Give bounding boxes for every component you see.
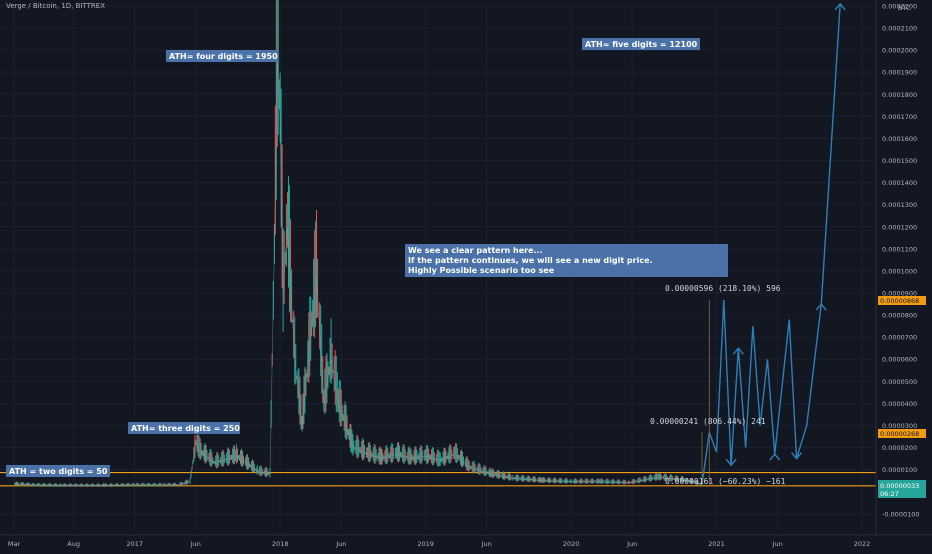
time-axis-tick: 2019 [417, 540, 434, 548]
price-tag-upper: 0.00000868 [878, 296, 926, 305]
svg-text:0.00000268: 0.00000268 [880, 430, 919, 438]
time-axis-tick: Jun [772, 540, 783, 548]
svg-text:ATH = two digits = 50: ATH = two digits = 50 [9, 467, 108, 476]
projection-arrowhead [834, 2, 846, 11]
measurement-guides [701, 300, 710, 485]
chart-title: Verge / Bitcoin, 1D, BITTREX [6, 2, 105, 10]
price-axis: 0.0002200 0.0002100 0.0002000 0.0001900 0.00… [875, 0, 932, 550]
projection-arrowhead [725, 458, 737, 467]
price-axis-tick: 0.0000800 [882, 312, 917, 320]
time-axis-tick: 2022 [854, 540, 871, 548]
projection-arrowhead [769, 453, 781, 461]
time-axis-tick: 2017 [126, 540, 143, 548]
svg-text:06:27: 06:27 [880, 490, 899, 498]
price-axis-tick: 0.0002200 [882, 3, 917, 11]
price-axis-tick: 0.0002000 [882, 47, 917, 55]
time-axis-tick: Aug [67, 540, 80, 548]
ath-two-digits-label: ATH = two digits = 50 [6, 465, 110, 477]
ath-four-digits-label: ATH= four digits = 1950 [166, 50, 278, 62]
projection-arrowhead [815, 302, 827, 311]
projection-arrowhead [791, 452, 803, 460]
time-axis-tick: 2021 [708, 540, 725, 548]
price-axis-tick: -0.0000100 [882, 510, 920, 518]
svg-text:ATH= five digits = 12100: ATH= five digits = 12100 [585, 40, 698, 49]
time-axis: Mar Aug 2017 Jun 2018 Jun 2019 Jun 2020 Jun 2021 Ju… [0, 534, 932, 548]
price-axis-tick: 0.0001400 [882, 179, 917, 187]
projection-line [701, 3, 841, 485]
price-axis-tick: 0.0001900 [882, 69, 917, 77]
svg-text:Highly Possible scenario too s: Highly Possible scenario too see [408, 266, 555, 275]
pattern-note: We see a clear pattern here... If the pa… [405, 244, 728, 277]
price-axis-tick: 0.0001600 [882, 135, 917, 143]
price-tag-current: 0.00000033 06:27 [878, 480, 926, 498]
price-axis-tick: 0.0001800 [882, 91, 917, 99]
time-axis-tick: Jun [335, 540, 346, 548]
price-axis-tick: 0.0000200 [882, 444, 917, 452]
projection-path [701, 2, 846, 485]
svg-text:0.00000868: 0.00000868 [880, 297, 919, 305]
currency-label: BTC [898, 4, 911, 12]
price-axis-tick: 0.0002100 [882, 25, 917, 33]
time-axis-tick: Jun [190, 540, 201, 548]
measurement-label-2: 0.00000241 (806.44%) 241 [650, 417, 766, 426]
price-axis-tick: 0.0000300 [882, 422, 917, 430]
measurement-label-1: 0.00000596 (218.10%) 596 [665, 284, 781, 293]
time-axis-tick: Mar [8, 540, 21, 548]
ath-three-digits-label: ATH= three digits = 250 [128, 422, 240, 434]
ath-five-digits-label: ATH= five digits = 12100 [582, 38, 700, 50]
svg-text:ATH= three digits = 250: ATH= three digits = 250 [131, 424, 240, 433]
price-axis-tick: 0.0001300 [882, 201, 917, 209]
price-axis-tick: 0.0000700 [882, 334, 917, 342]
price-axis-tick: 0.0000500 [882, 378, 917, 386]
time-axis-tick: 2020 [563, 540, 580, 548]
time-axis-tick: 2018 [272, 540, 289, 548]
price-axis-tick: 0.0001200 [882, 223, 917, 231]
svg-text:ATH= four digits = 1950: ATH= four digits = 1950 [169, 52, 278, 61]
price-axis-tick: 0.0001500 [882, 157, 917, 165]
horizontal-levels [0, 471, 876, 487]
price-axis-tick: 0.0001100 [882, 245, 917, 253]
projection-arrowhead [732, 347, 744, 355]
svg-text:If the pattern continues, we w: If the pattern continues, we will see a … [408, 256, 653, 265]
price-axis-tick: 0.0000900 [882, 290, 917, 298]
price-axis-tick: 0.0000400 [882, 400, 917, 408]
measurement-label-3: 0.00000161 (−60.23%) −161 [665, 477, 786, 486]
price-axis-tick: 0.0001000 [882, 267, 917, 275]
svg-text:We see a clear pattern here...: We see a clear pattern here... [408, 246, 543, 255]
price-axis-tick: 0.0000600 [882, 356, 917, 364]
time-axis-tick: Jun [626, 540, 637, 548]
price-series [13, 0, 703, 487]
price-axis-tick: 0.0000100 [882, 466, 917, 474]
price-trace-line [13, 61, 703, 486]
price-tag-lower: 0.00000268 [878, 429, 926, 438]
time-axis-tick: Jun [481, 540, 492, 548]
price-axis-tick: 0.0001700 [882, 113, 917, 121]
svg-text:0.00000033: 0.00000033 [880, 482, 919, 490]
